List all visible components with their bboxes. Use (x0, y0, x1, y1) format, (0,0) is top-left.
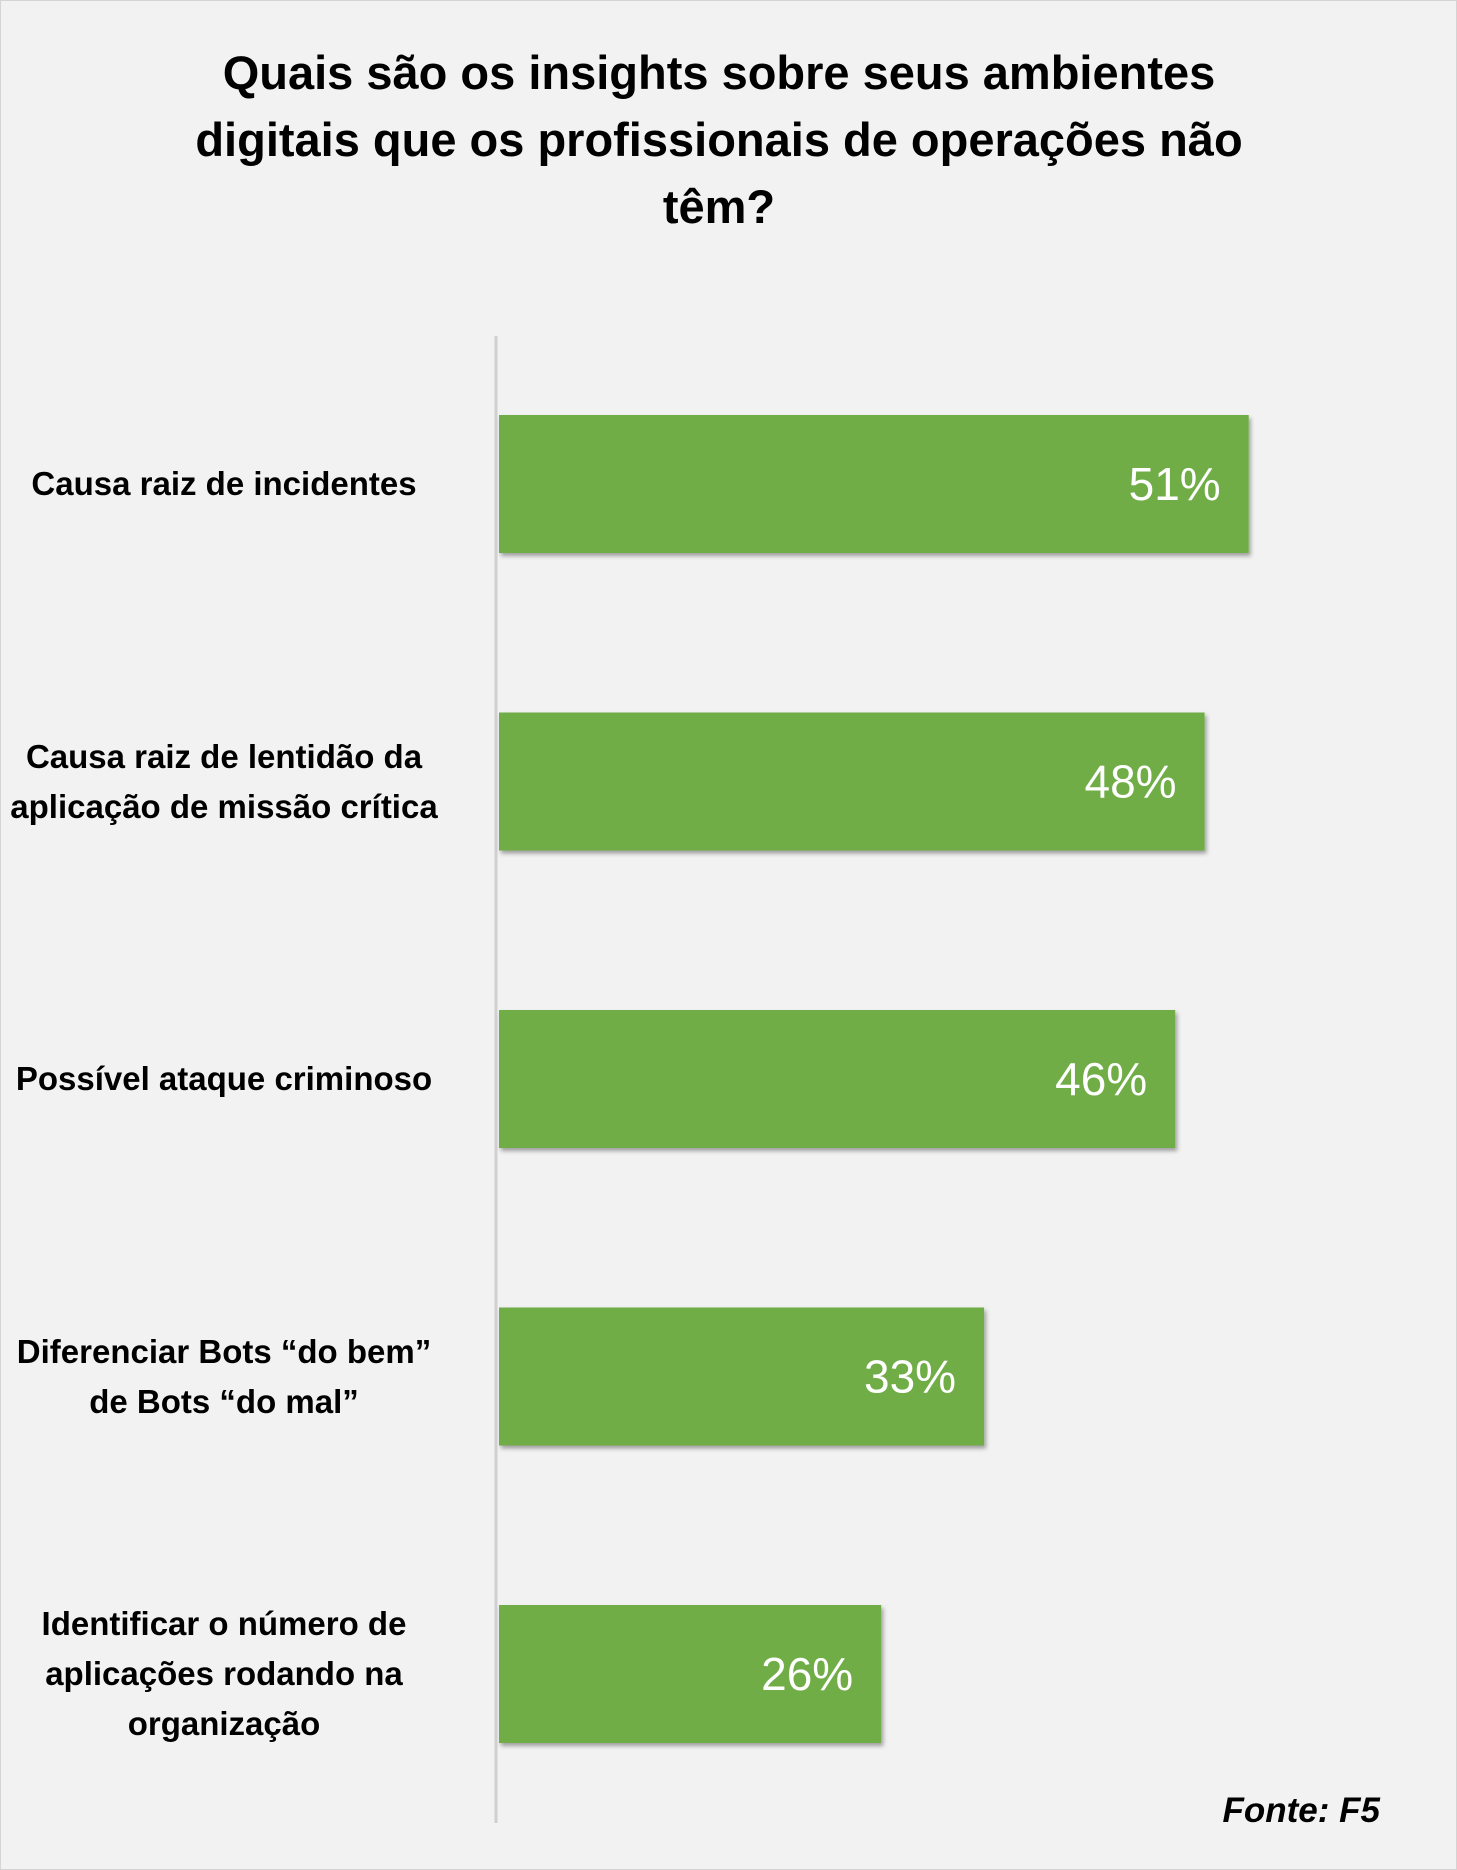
data-label: 46% (1055, 1053, 1147, 1105)
bar (499, 1307, 985, 1446)
category-label: Causa raiz de incidentes (31, 465, 417, 502)
category-label: Possível ataque criminoso (15, 1060, 433, 1097)
data-label: 33% (864, 1351, 956, 1403)
data-label: 51% (1129, 458, 1221, 510)
category-label: Causa raiz de lentidão da aplicação de m… (10, 737, 438, 825)
source-note: Fonte: F5 (1222, 1791, 1380, 1830)
bars: 51% 48% 46% 33% 26% (499, 415, 1249, 1743)
bar (499, 712, 1205, 851)
bar (499, 415, 1249, 553)
bar (499, 1010, 1176, 1148)
category-label: Identificar o número de aplicações rodan… (41, 1605, 407, 1742)
bar (499, 1605, 882, 1743)
category-label: Diferenciar Bots “do bem” de Bots “do ma… (16, 1332, 432, 1420)
chart-title: Quais são os insights sobre seus ambient… (195, 46, 1243, 233)
data-label: 26% (761, 1648, 853, 1700)
data-label: 48% (1085, 756, 1177, 808)
